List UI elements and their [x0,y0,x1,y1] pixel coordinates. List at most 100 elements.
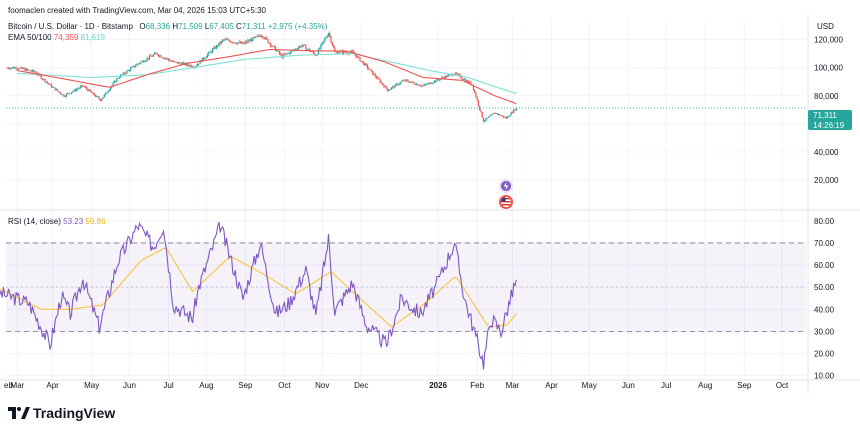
candle-body [329,33,331,37]
candle-body [208,52,210,55]
candle-body [467,80,469,83]
candle-body [40,75,42,79]
candle-body [511,112,514,114]
candle-body [295,49,297,51]
candle-body [126,70,128,74]
ema100-value: 81,619 [80,33,105,42]
candle-body [427,83,429,85]
symbol-legend[interactable]: Bitcoin / U.S. Dollar · 1D · Bitstamp O6… [8,22,327,31]
candle-body [230,42,233,43]
candle-body [223,39,225,41]
candle-body [487,116,490,118]
candle-body [311,51,313,53]
candle-body [378,77,380,80]
brand-name: TradingView [33,405,116,421]
time-tick-label: 2026 [429,381,447,390]
last-price-value: 71,311 [813,111,837,120]
candle-body [373,73,375,75]
candle-body [446,75,448,77]
candle-body [141,60,143,62]
candle-body [161,57,163,59]
candle-body [490,114,492,116]
candle-body [84,86,86,88]
candle-body [97,96,99,98]
candle-body [470,81,472,85]
candle-body [212,49,214,53]
candle-body [249,39,252,42]
candle-body [307,48,309,50]
candle-body [77,88,79,90]
candle-body [346,52,349,54]
axes: 20,00040,00060,00080,000100,000120,00010… [0,14,860,394]
candle-body [123,72,126,74]
candle-body [445,75,447,79]
candle-body [133,65,136,67]
candle-body [327,33,330,37]
candle-body [418,85,420,87]
candle-body [397,83,399,85]
candle-body [58,91,60,93]
candle-body [259,36,262,37]
candle-body [248,40,250,42]
candle-body [339,51,341,54]
candle-body [16,68,18,70]
price-tick-label: 120,000 [814,36,843,45]
candle-body [196,64,199,66]
candle-body [278,51,280,54]
candle-body [424,84,427,86]
rsi-legend[interactable]: RSI (14, close) 53.23 59.86 [8,217,105,226]
time-tick-label: Jun [123,381,136,390]
candle-body [52,86,54,88]
candle-body [14,67,16,69]
rsi-line [0,221,517,370]
candle-body [112,82,114,86]
candle-body [54,87,56,91]
candle-body [82,85,84,87]
candle-body [431,83,433,85]
candle-body [12,67,15,69]
time-tick-label: Sep [238,381,253,390]
candle-body [220,41,223,44]
candle-body [147,58,149,59]
candle-body [99,99,102,101]
candle-body [466,80,468,82]
candle-body [497,114,500,115]
candle-body [288,52,291,54]
tradingview-logo[interactable]: TradingView [8,405,115,421]
candle-body [269,43,272,46]
candle-body [156,53,158,56]
candle-body [46,81,49,84]
candle-body [26,68,29,70]
candle-body [372,70,374,75]
candle-body [455,72,457,75]
rsi-tick-label: 70.00 [814,239,835,248]
time-tick-label: Jun [622,381,635,390]
candle-body [503,116,505,118]
us-flag-event-icon[interactable] [499,195,513,209]
candle-body [75,89,78,91]
candle-body [266,37,268,40]
event-flash-icon[interactable] [499,179,513,193]
candle-body [275,46,277,52]
candle-body [48,83,50,85]
candle-body [337,53,340,54]
candle-body [239,41,241,44]
candle-body [385,86,388,89]
ema-legend[interactable]: EMA 50/100 74,359 81,619 [8,33,105,42]
candle-body [136,64,138,66]
high-label: H [172,22,179,31]
candle-body [402,80,404,82]
candle-body [179,62,181,64]
candle-body [49,84,51,85]
candle-body [436,79,438,82]
candle-body [30,70,32,72]
rsi-tick-label: 60.00 [814,261,835,270]
candle-body [356,56,359,58]
candle-body [59,92,61,94]
close-value: 71,311 [241,22,266,31]
candle-body [160,55,162,58]
candle-body [263,37,265,39]
candle-body [154,52,156,55]
candle-body [474,89,476,93]
